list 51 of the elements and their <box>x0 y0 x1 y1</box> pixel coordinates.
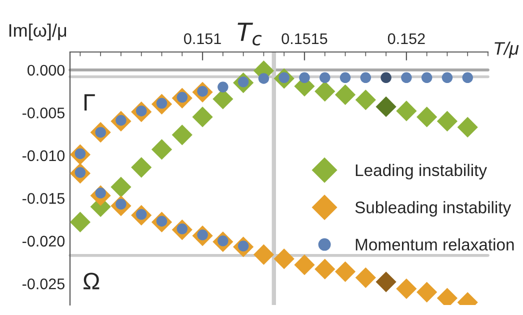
y-axis-title: Im[ω]/μ <box>9 24 66 40</box>
point <box>396 100 417 122</box>
x-axis-title: T/μ <box>494 42 519 58</box>
y-tick-label: -0.025 <box>22 278 65 290</box>
point <box>401 72 412 84</box>
point <box>299 72 310 84</box>
legend-label: Leading instability <box>356 164 487 180</box>
point <box>314 81 336 102</box>
y-tick-label: 0.000 <box>28 64 65 76</box>
point <box>253 244 274 265</box>
y-tick-label: -0.015 <box>22 193 65 204</box>
y-tick-label: -0.005 <box>22 108 65 118</box>
point <box>110 176 132 198</box>
point <box>172 124 192 146</box>
point <box>334 84 356 106</box>
y-tick-label: -0.020 <box>22 236 65 247</box>
x-tick-label: 0.151 <box>184 33 221 44</box>
ref-line-label: Ω <box>84 272 100 290</box>
point <box>396 278 417 300</box>
point <box>416 106 438 128</box>
point <box>274 248 294 270</box>
legend-label: Subleading instability <box>355 201 512 217</box>
point <box>376 272 396 292</box>
point <box>376 96 396 118</box>
point <box>218 82 228 92</box>
point <box>380 72 392 84</box>
point <box>457 116 478 138</box>
point <box>416 282 438 302</box>
x-tick-label: 0.1515 <box>282 33 328 44</box>
point <box>314 258 336 280</box>
point <box>151 139 172 160</box>
ref-line-label: Γ <box>84 94 95 111</box>
x-tick-label: 0.152 <box>388 33 425 44</box>
point <box>421 72 432 84</box>
point <box>340 72 351 84</box>
point <box>360 72 372 84</box>
point <box>294 254 315 276</box>
point <box>436 110 458 132</box>
ref-line-label: T$_{c}$ <box>238 22 262 46</box>
point <box>334 261 356 282</box>
point <box>131 157 152 178</box>
point <box>462 72 473 84</box>
point <box>320 72 330 84</box>
legend-label: Momentum relaxation <box>356 238 514 251</box>
point <box>70 212 90 232</box>
point <box>355 267 376 288</box>
point <box>192 106 213 128</box>
point <box>258 73 270 84</box>
point <box>442 72 453 84</box>
point <box>355 90 376 110</box>
y-tick-label: -0.010 <box>22 150 65 162</box>
